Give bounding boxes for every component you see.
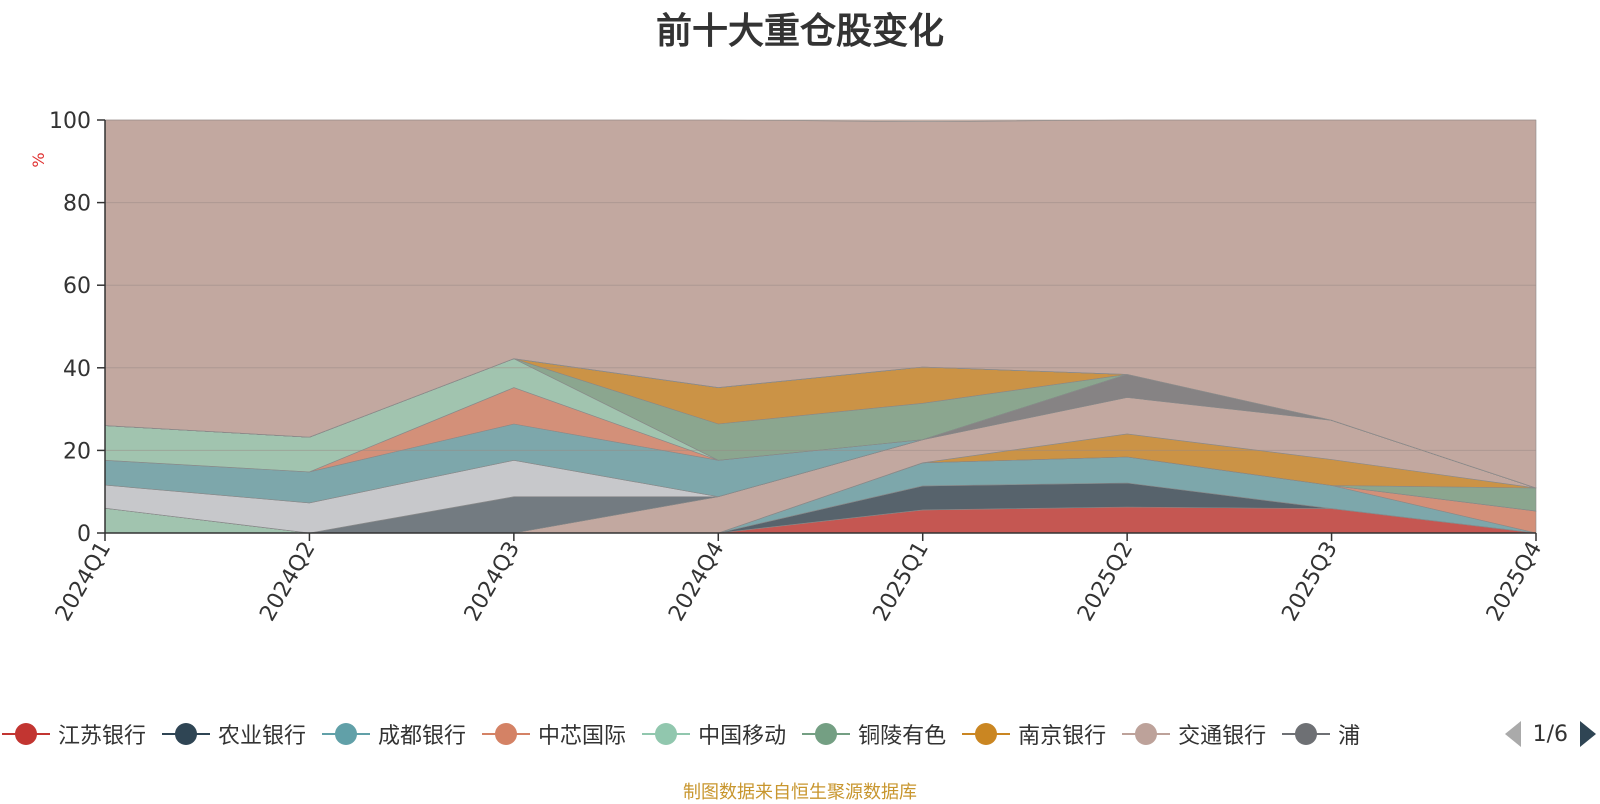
x-tick-label: 2024Q1 bbox=[51, 538, 116, 626]
legend-next-button[interactable] bbox=[1576, 718, 1600, 750]
source-note: 制图数据来自恒生聚源数据库 bbox=[683, 782, 917, 803]
legend-item[interactable]: 农业银行 bbox=[160, 714, 306, 754]
y-tick-label: 0 bbox=[77, 522, 91, 547]
y-tick-label: 80 bbox=[63, 192, 91, 217]
legend-label: 浦 bbox=[1338, 724, 1361, 749]
x-tick-label: 2024Q4 bbox=[664, 538, 729, 626]
legend-symbol-icon bbox=[1122, 723, 1171, 745]
legend-prev-button[interactable] bbox=[1501, 718, 1525, 750]
legend-symbol-icon bbox=[322, 723, 371, 745]
legend-item[interactable]: 中芯国际 bbox=[480, 714, 626, 754]
triangle-left-icon bbox=[1504, 721, 1521, 747]
legend-label: 成都银行 bbox=[378, 724, 467, 749]
legend: 江苏银行 农业银行 成都银行 中芯国际 中国移动 铜陵有色 南京银行 交通银行 浦 bbox=[0, 714, 1480, 754]
y-tick-label: 60 bbox=[63, 274, 91, 299]
legend-label: 铜陵有色 bbox=[858, 724, 947, 749]
legend-label: 交通银行 bbox=[1178, 724, 1267, 749]
legend-item[interactable]: 交通银行 bbox=[1120, 714, 1266, 754]
x-tick-label: 2024Q2 bbox=[255, 538, 320, 626]
legend-label: 南京银行 bbox=[1018, 724, 1107, 749]
legend-symbol-icon bbox=[1282, 723, 1331, 745]
chart-title: 前十大重仓股变化 bbox=[655, 11, 944, 52]
legend-symbol-icon bbox=[642, 723, 691, 745]
x-tick-label: 2025Q2 bbox=[1073, 538, 1138, 626]
legend-label: 农业银行 bbox=[218, 724, 307, 749]
legend-label: 中国移动 bbox=[698, 724, 787, 749]
legend-symbol-icon bbox=[482, 723, 531, 745]
legend-label: 江苏银行 bbox=[58, 724, 147, 749]
legend-item[interactable]: 成都银行 bbox=[320, 714, 466, 754]
legend-symbol-icon bbox=[2, 723, 50, 745]
legend-symbol-icon bbox=[962, 723, 1011, 745]
y-tick-label: 100 bbox=[49, 109, 91, 134]
legend-label: 中芯国际 bbox=[538, 724, 627, 749]
y-tick-label: 20 bbox=[63, 439, 91, 464]
x-tick-label: 2024Q3 bbox=[460, 538, 525, 626]
legend-symbol-icon bbox=[802, 723, 851, 745]
x-tick-label: 2025Q3 bbox=[1277, 538, 1342, 626]
stacked-areas bbox=[104, 119, 1537, 534]
area-chart: 0 20 40 60 80 100 2024Q1 2024Q2 2024Q3 2024Q4 2025… bbox=[29, 109, 1547, 626]
legend-item[interactable]: 铜陵有色 bbox=[800, 714, 946, 754]
legend-item[interactable]: 江苏银行 bbox=[0, 714, 146, 754]
x-tick-label: 2025Q4 bbox=[1482, 538, 1547, 626]
legend-pager: 1/6 bbox=[1480, 716, 1600, 752]
legend-item[interactable]: 浦 bbox=[1280, 714, 1360, 754]
y-axis-label: % bbox=[29, 152, 48, 167]
y-tick-label: 40 bbox=[63, 357, 91, 382]
legend-item[interactable]: 南京银行 bbox=[960, 714, 1106, 754]
legend-page-indicator: 1/6 bbox=[1532, 721, 1568, 747]
legend-item[interactable]: 中国移动 bbox=[640, 714, 786, 754]
legend-symbol-icon bbox=[162, 723, 211, 745]
x-tick-label: 2025Q1 bbox=[869, 538, 934, 626]
triangle-right-icon bbox=[1580, 721, 1596, 747]
